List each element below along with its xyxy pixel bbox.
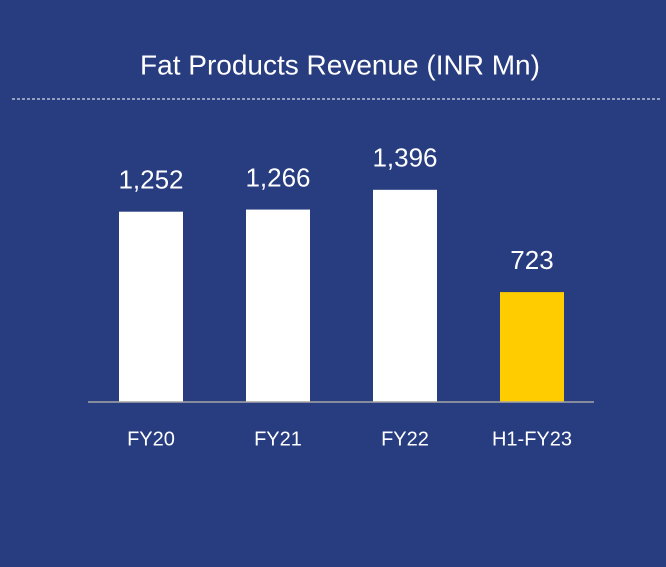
x-tick-label: H1-FY23	[492, 428, 572, 450]
bar	[246, 209, 310, 402]
data-label: 723	[510, 245, 553, 275]
data-label: 1,266	[245, 162, 310, 192]
data-label: 1,396	[372, 143, 437, 173]
bar	[119, 211, 183, 402]
bar	[373, 189, 437, 402]
x-tick-label: FY21	[254, 428, 302, 450]
data-label: 1,252	[118, 165, 183, 195]
x-tick-label: FY20	[127, 428, 175, 450]
bar	[500, 292, 564, 402]
chart-title: Fat Products Revenue (INR Mn)	[140, 49, 540, 80]
x-tick-label: FY22	[381, 428, 429, 450]
